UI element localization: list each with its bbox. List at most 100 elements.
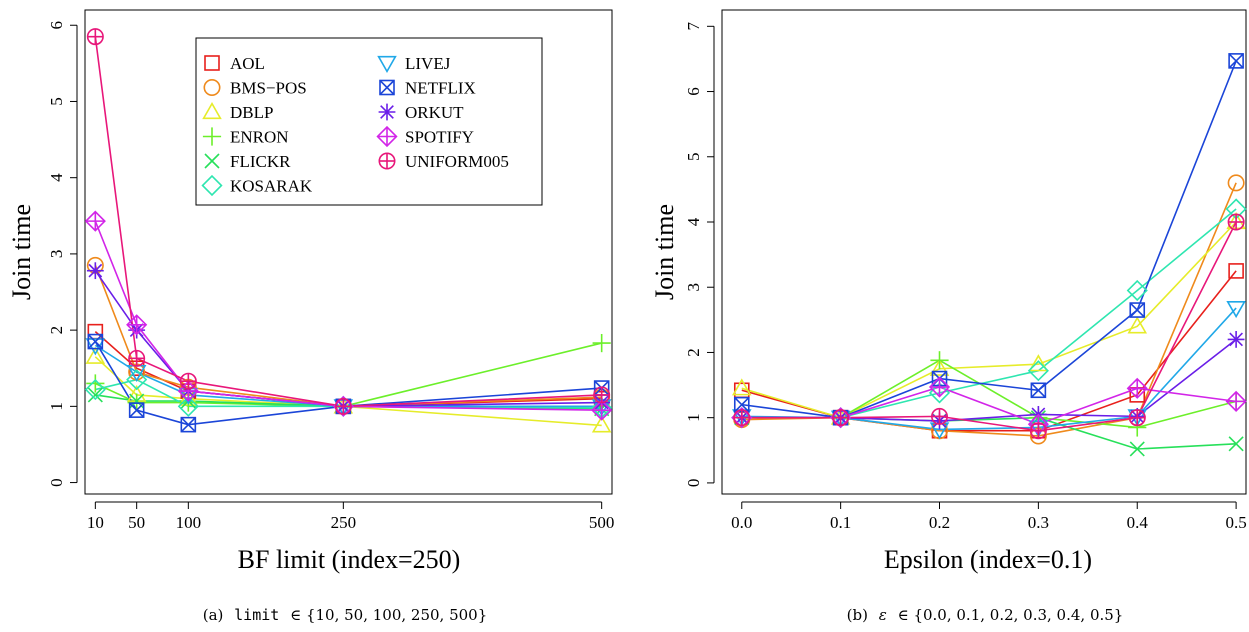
series-line-uniform005 (741, 221, 1237, 432)
legend-marker-spotify (376, 125, 398, 148)
point-kosarak (1027, 360, 1049, 382)
panel-a: 10 50 100 250 500 0 1 2 3 4 5 6 BF limit (index=25… (7, 9, 615, 624)
x-tick-label: 0.3 (1028, 513, 1049, 532)
y-tick-label: 4 (684, 217, 703, 226)
panel-b-plot-frame (721, 9, 1247, 495)
legend-marker-dblp (202, 101, 222, 120)
caption-a: (a) limit ∈ {10, 50, 100, 250, 500} (203, 606, 488, 624)
point-netflix (128, 402, 145, 418)
point-orkut (1227, 331, 1245, 348)
point-netflix (180, 416, 197, 433)
legend-item-enron: ENRON (202, 127, 289, 147)
caption-b-rest: ∈ {0.0, 0.1, 0.2, 0.3, 0.4, 0.5} (898, 606, 1124, 624)
y-tick-label: 2 (47, 326, 66, 335)
point-spotify (1225, 390, 1247, 412)
legend-marker-netflix (379, 79, 395, 96)
caption-a-code: limit (234, 606, 279, 624)
x-tick-label: 0.1 (830, 513, 851, 532)
point-uniform005 (1128, 409, 1146, 427)
point-uniform005 (1227, 213, 1245, 231)
x-tick-label: 10 (87, 513, 104, 532)
y-tick-label: 6 (47, 21, 66, 30)
legend-marker-kosarak (201, 174, 223, 197)
x-tick-label: 50 (128, 513, 145, 532)
y-tick-label: 4 (47, 173, 66, 182)
x-tick-label: 0.5 (1225, 513, 1246, 532)
legend-item-livej: LIVEJ (377, 54, 451, 74)
point-spotify (591, 399, 613, 421)
caption-a-label: (a) (203, 606, 224, 624)
legend-item-netflix: NETFLIX (379, 79, 476, 98)
x-tick-label: 0.0 (731, 513, 752, 532)
point-enron (930, 351, 949, 370)
legend-marker-bms-pos (203, 79, 221, 97)
series-line-kosarak (741, 208, 1237, 419)
panel-b-y-axis: 0 1 2 3 4 5 6 7 (684, 22, 715, 488)
point-kosarak (1126, 279, 1148, 302)
x-tick-label: 100 (176, 513, 202, 532)
point-bms-pos (1227, 174, 1245, 192)
point-flickr (87, 387, 103, 403)
legend-marker-uniform005 (378, 152, 396, 170)
y-tick-label: 1 (684, 413, 703, 422)
point-uniform005 (733, 409, 751, 427)
x-tick-label: 250 (331, 513, 357, 532)
legend-label: DBLP (230, 103, 273, 122)
panel-b-y-axis-title: Join time (650, 204, 679, 300)
caption-b-symbol: ε (879, 606, 887, 624)
legend-item-spotify: SPOTIFY (376, 125, 474, 148)
legend-item-orkut: ORKUT (378, 103, 464, 122)
point-flickr (1228, 436, 1244, 452)
legend-frame (195, 37, 543, 206)
panel-b-x-axis-title: Epsilon (index=0.1) (884, 545, 1092, 574)
panel-a-plot-frame (84, 9, 613, 495)
point-uniform005 (931, 407, 949, 425)
x-tick-label: 0.2 (929, 513, 950, 532)
legend-label: FLICKR (230, 152, 291, 171)
legend-label: LIVEJ (405, 54, 451, 73)
series-line-aol (741, 270, 1237, 432)
legend-label: SPOTIFY (405, 128, 474, 147)
y-tick-label: 0 (684, 479, 703, 488)
point-spotify (1126, 377, 1148, 399)
point-aol (1228, 263, 1244, 279)
caption-a-rest: ∈ {10, 50, 100, 250, 500} (290, 606, 487, 624)
series-line-orkut (741, 338, 1237, 422)
legend-label: ORKUT (405, 103, 464, 122)
point-spotify (126, 314, 148, 336)
series-line-dblp (741, 221, 1237, 419)
point-dblp (1127, 316, 1148, 334)
point-uniform005 (86, 28, 104, 46)
x-tick-label: 0.4 (1127, 513, 1149, 532)
legend-item-flickr: FLICKR (204, 152, 291, 171)
legend-item-dblp: DBLP (202, 101, 273, 122)
y-tick-label: 7 (684, 22, 703, 31)
legend-marker-aol (204, 55, 220, 71)
point-dblp (1028, 354, 1049, 372)
panel-b-series (731, 53, 1247, 457)
y-tick-label: 3 (684, 283, 703, 292)
x-tick-label: 500 (589, 513, 615, 532)
panel-a-y-axis: 0 1 2 3 4 5 6 (47, 21, 78, 487)
panel-b: 0.0 0.1 0.2 0.3 0.4 0.5 0 1 2 3 4 5 6 7 Epsilon (ind… (650, 9, 1247, 624)
point-kosarak (84, 378, 106, 401)
legend-marker-livej (377, 55, 397, 74)
legend-item-kosarak: KOSARAK (201, 174, 313, 197)
panel-b-x-axis: 0.0 0.1 0.2 0.3 0.4 0.5 (731, 501, 1247, 532)
point-kosarak (126, 369, 148, 391)
y-tick-label: 2 (684, 348, 703, 357)
legend-label: ENRON (230, 128, 289, 147)
series-line-netflix (741, 60, 1237, 419)
point-netflix (1129, 302, 1146, 318)
point-spotify (84, 210, 106, 232)
point-flickr (1129, 441, 1145, 457)
point-uniform005 (128, 349, 146, 367)
point-dblp (731, 378, 752, 396)
point-netflix (87, 333, 104, 350)
legend-label: BMS−POS (230, 79, 307, 98)
point-uniform005 (593, 386, 611, 404)
point-uniform005 (334, 397, 352, 415)
point-dblp (85, 346, 106, 364)
series-line-dblp (94, 356, 602, 427)
